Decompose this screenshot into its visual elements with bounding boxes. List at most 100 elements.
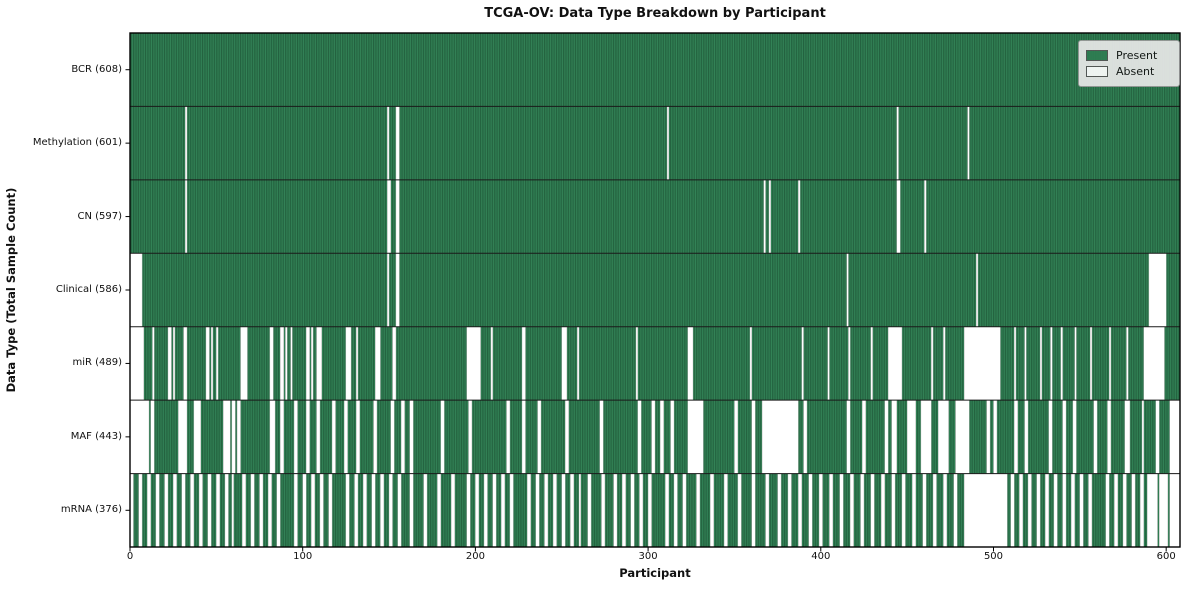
absent-stripe <box>521 399 526 474</box>
absent-stripe <box>1109 326 1112 401</box>
absent-stripe <box>839 473 844 548</box>
absent-stripe <box>293 399 298 474</box>
absent-stripe <box>388 473 393 548</box>
absent-stripe <box>167 326 172 401</box>
absent-stripe <box>734 399 739 474</box>
absent-stripe <box>561 473 566 548</box>
absent-stripe <box>884 399 889 474</box>
absent-stripe <box>451 473 455 548</box>
absent-stripe <box>953 473 958 548</box>
absent-stripe <box>250 473 255 548</box>
absent-stripe <box>570 473 575 548</box>
absent-stripe <box>670 399 675 474</box>
absent-stripe <box>371 473 376 548</box>
absent-stripe <box>475 473 480 548</box>
absent-stripe <box>129 326 144 401</box>
row-bcr-present <box>130 33 1180 107</box>
absent-stripe <box>846 399 851 474</box>
absent-stripe <box>185 179 188 254</box>
absent-stripe <box>231 473 234 548</box>
absent-stripe <box>397 473 402 548</box>
absent-stripe <box>639 473 644 548</box>
absent-stripe <box>178 399 188 474</box>
absent-stripe <box>862 399 866 474</box>
absent-stripe <box>280 399 284 474</box>
absent-stripe <box>544 473 549 548</box>
absent-stripe <box>1071 473 1075 548</box>
absent-stripe <box>1053 473 1058 548</box>
absent-stripe <box>943 326 946 401</box>
y-tick-label-mir: miR (489) <box>72 357 122 369</box>
absent-stripe <box>829 473 834 548</box>
absent-stripe <box>848 326 851 401</box>
absent-stripe <box>552 473 557 548</box>
absent-stripe <box>1093 399 1098 474</box>
absent-stripe <box>1147 473 1158 548</box>
absent-stripe <box>440 399 445 474</box>
absent-stripe <box>578 473 581 548</box>
absent-stripe <box>665 473 669 548</box>
absent-stripe <box>963 326 1001 401</box>
absent-stripe <box>599 399 604 474</box>
absent-stripe <box>920 399 932 474</box>
absent-stripe <box>375 326 381 401</box>
absent-stripe <box>808 473 813 548</box>
absent-stripe <box>1048 399 1053 474</box>
absent-stripe <box>345 473 350 548</box>
absent-stripe <box>561 326 568 401</box>
absent-stripe <box>190 473 195 548</box>
absent-stripe <box>751 473 756 548</box>
absent-stripe <box>468 399 473 474</box>
absent-stripe <box>630 473 635 548</box>
absent-stripe <box>400 399 405 474</box>
absent-stripe <box>967 106 970 181</box>
absent-stripe <box>210 326 214 401</box>
absent-stripe <box>765 473 770 548</box>
absent-swatch-icon <box>1086 66 1108 77</box>
absent-stripe <box>423 473 428 548</box>
absent-stripe <box>390 399 395 474</box>
absent-stripe <box>696 473 701 548</box>
absent-stripe <box>331 399 336 474</box>
legend-entry-absent: Absent <box>1086 65 1171 78</box>
absent-stripe <box>803 399 808 474</box>
absent-stripe <box>172 473 177 548</box>
absent-stripe <box>860 473 865 548</box>
absent-stripe <box>198 473 203 548</box>
absent-stripe <box>986 399 991 474</box>
absent-stripe <box>1148 253 1167 327</box>
absent-stripe <box>1010 473 1015 548</box>
absent-stripe <box>682 473 687 548</box>
absent-stripe <box>1060 326 1063 401</box>
absent-stripe <box>687 399 704 474</box>
absent-stripe <box>236 399 241 474</box>
absent-stripe <box>1074 326 1077 401</box>
row-methylation-present <box>130 106 1180 180</box>
absent-stripe <box>1131 473 1136 548</box>
absent-stripe <box>1155 399 1160 474</box>
absent-stripe <box>242 473 246 548</box>
absent-stripe <box>509 473 514 548</box>
absent-stripe <box>887 326 903 401</box>
absent-stripe <box>290 326 293 401</box>
absent-stripe <box>827 326 830 401</box>
absent-stripe <box>891 473 896 548</box>
absent-stripe <box>943 473 948 548</box>
absent-stripe <box>963 473 1008 548</box>
absent-stripe <box>723 473 728 548</box>
absent-stripe <box>1079 473 1084 548</box>
absent-stripe <box>328 473 333 548</box>
absent-stripe <box>687 326 694 401</box>
absent-stripe <box>1090 326 1093 401</box>
present-swatch-icon <box>1086 50 1108 61</box>
absent-stripe <box>129 399 150 474</box>
absent-stripe <box>912 473 916 548</box>
absent-stripe <box>896 106 899 181</box>
row-clinical-present <box>130 253 1180 327</box>
absent-stripe <box>269 399 276 474</box>
absent-stripe <box>223 399 231 474</box>
absent-stripe <box>932 473 937 548</box>
absent-stripe <box>931 326 934 401</box>
absent-stripe <box>1107 399 1112 474</box>
